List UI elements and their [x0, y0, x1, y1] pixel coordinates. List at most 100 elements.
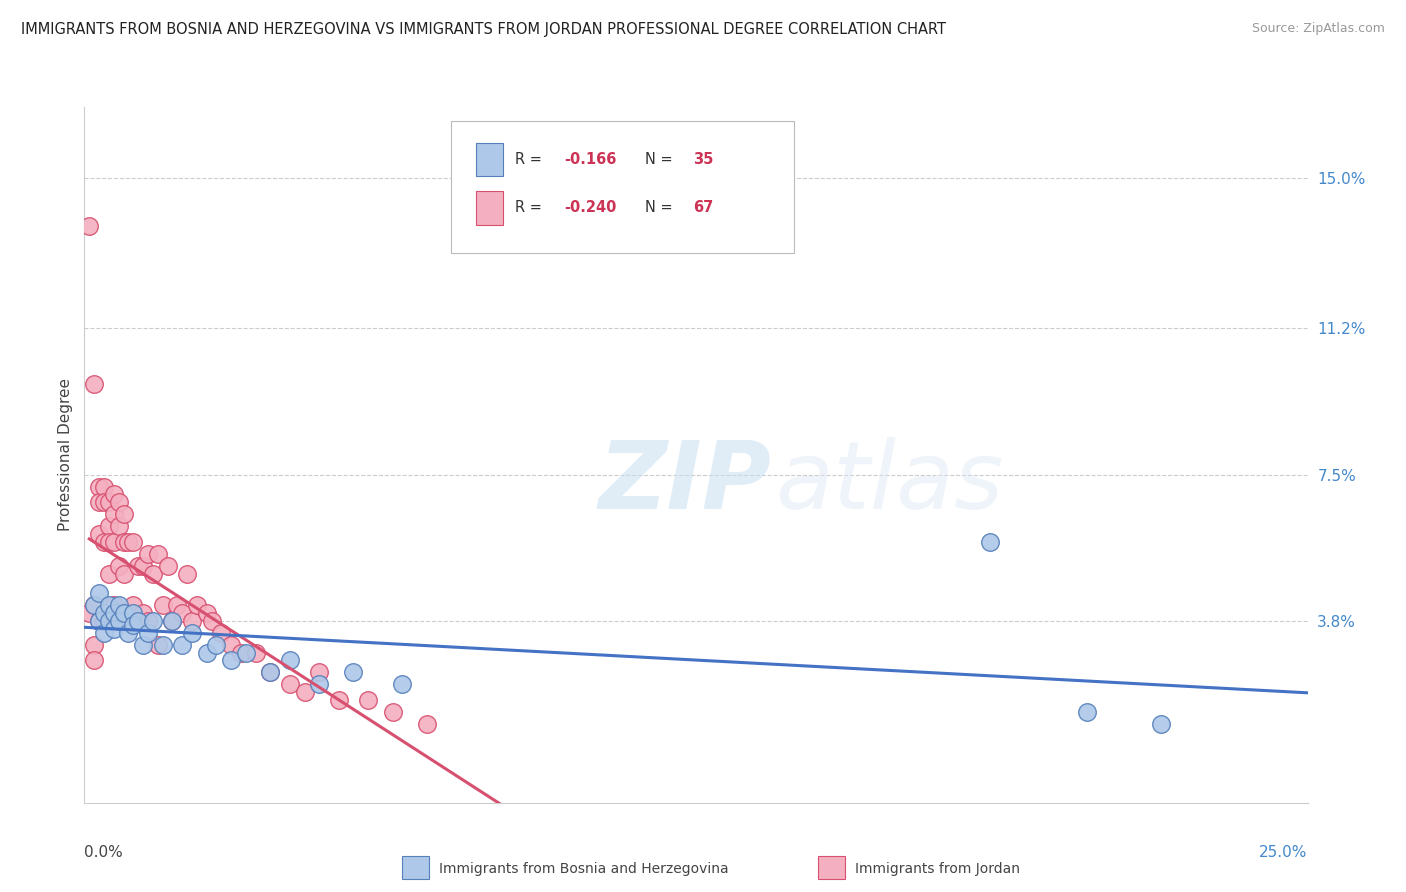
Point — [117, 534, 139, 549]
Point — [259, 665, 281, 680]
Text: 25.0%: 25.0% — [1260, 845, 1308, 860]
Point — [136, 547, 159, 561]
Point — [166, 598, 188, 612]
Point — [235, 646, 257, 660]
Point — [107, 598, 129, 612]
Text: N =: N = — [644, 152, 676, 167]
Point — [97, 614, 120, 628]
Point — [87, 479, 110, 493]
Text: Immigrants from Jordan: Immigrants from Jordan — [855, 862, 1019, 876]
FancyBboxPatch shape — [451, 121, 794, 253]
Text: R =: R = — [515, 152, 547, 167]
Point — [195, 606, 218, 620]
Point — [93, 479, 115, 493]
Point — [97, 519, 120, 533]
Point — [87, 527, 110, 541]
Point — [83, 376, 105, 391]
Point — [308, 665, 330, 680]
Text: 0.0%: 0.0% — [84, 845, 124, 860]
Point — [83, 653, 105, 667]
Point — [381, 705, 404, 719]
Point — [97, 598, 120, 612]
Point — [132, 558, 155, 573]
Point — [93, 625, 115, 640]
Point — [136, 614, 159, 628]
Point — [107, 614, 129, 628]
Point — [294, 685, 316, 699]
Point — [245, 646, 267, 660]
Point — [103, 614, 125, 628]
Point — [87, 614, 110, 628]
Point — [162, 614, 184, 628]
Point — [122, 598, 145, 612]
Point — [146, 638, 169, 652]
Point — [112, 614, 135, 628]
Point — [97, 534, 120, 549]
Point — [103, 606, 125, 620]
Bar — [402, 856, 429, 880]
Point — [152, 638, 174, 652]
Text: 35: 35 — [693, 152, 714, 167]
Point — [278, 653, 301, 667]
Point — [162, 614, 184, 628]
Point — [278, 677, 301, 691]
Point — [97, 566, 120, 581]
Point — [357, 693, 380, 707]
Point — [152, 598, 174, 612]
Point — [87, 495, 110, 509]
Point — [186, 598, 208, 612]
Text: Source: ZipAtlas.com: Source: ZipAtlas.com — [1251, 22, 1385, 36]
Point — [77, 219, 100, 233]
Text: atlas: atlas — [776, 437, 1004, 528]
Point — [103, 487, 125, 501]
Point — [172, 606, 194, 620]
Point — [122, 534, 145, 549]
Point — [979, 534, 1001, 549]
Point — [132, 606, 155, 620]
Bar — [818, 856, 845, 880]
Point — [107, 519, 129, 533]
Point — [103, 622, 125, 636]
Text: ZIP: ZIP — [598, 437, 770, 529]
Point — [219, 653, 242, 667]
Point — [142, 566, 165, 581]
Point — [112, 566, 135, 581]
Point — [181, 625, 204, 640]
Text: IMMIGRANTS FROM BOSNIA AND HERZEGOVINA VS IMMIGRANTS FROM JORDAN PROFESSIONAL DE: IMMIGRANTS FROM BOSNIA AND HERZEGOVINA V… — [21, 22, 946, 37]
Point — [1150, 716, 1173, 731]
Point — [107, 558, 129, 573]
Point — [259, 665, 281, 680]
Point — [93, 534, 115, 549]
Point — [209, 625, 232, 640]
Bar — [475, 191, 503, 225]
Point — [195, 646, 218, 660]
Point — [127, 614, 149, 628]
Point — [107, 606, 129, 620]
Point — [97, 495, 120, 509]
Text: -0.166: -0.166 — [564, 152, 616, 167]
Point — [103, 598, 125, 612]
Point — [122, 618, 145, 632]
Point — [107, 495, 129, 509]
Point — [156, 558, 179, 573]
Point — [93, 614, 115, 628]
Point — [142, 614, 165, 628]
Point — [83, 598, 105, 612]
Point — [93, 495, 115, 509]
Point — [146, 547, 169, 561]
Point — [117, 625, 139, 640]
Point — [308, 677, 330, 691]
Point — [93, 606, 115, 620]
Point — [83, 638, 105, 652]
Point — [328, 693, 350, 707]
Text: N =: N = — [644, 201, 676, 216]
Point — [77, 606, 100, 620]
Point — [229, 646, 252, 660]
Point — [200, 614, 222, 628]
Point — [342, 665, 364, 680]
Point — [87, 614, 110, 628]
Point — [112, 606, 135, 620]
Point — [172, 638, 194, 652]
Point — [181, 614, 204, 628]
Point — [87, 586, 110, 600]
